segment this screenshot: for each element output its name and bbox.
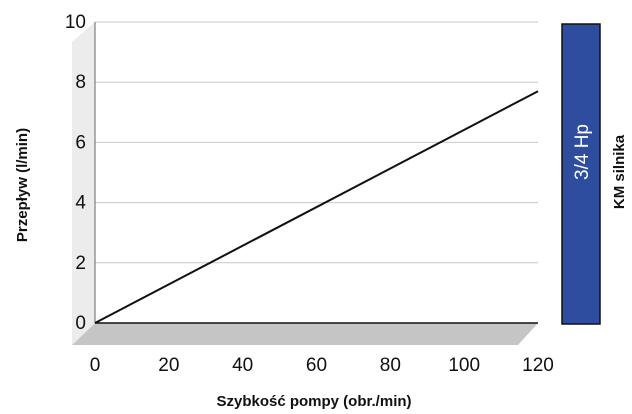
x-tick-label-80: 80: [380, 355, 401, 376]
motor-power-box: [561, 23, 601, 325]
grid-lines: [95, 21, 538, 264]
x-tick-label-20: 20: [158, 355, 179, 376]
y-tick-label-8: 8: [75, 72, 86, 93]
x-tick-label-0: 0: [90, 355, 101, 376]
x-tick-labels: 0 20 40 60 80 100 120: [90, 355, 554, 376]
series-layer: [94, 90, 539, 324]
x-tick-label-120: 120: [522, 355, 554, 376]
x-tick-label-100: 100: [448, 355, 480, 376]
motor-power-title: KM silnika: [611, 134, 628, 209]
x-tick-label-60: 60: [306, 355, 327, 376]
y-tick-label-6: 6: [75, 132, 86, 153]
x-axis-title: Szybkość pompy (obr./min): [216, 393, 411, 410]
y-tick-label-0: 0: [75, 313, 86, 334]
motor-power-label: 3/4 Hp: [572, 124, 593, 180]
y-tick-label-2: 2: [75, 253, 86, 274]
y-tick-labels: 0 2 4 6 8 10: [65, 12, 87, 334]
series-line-0: [94, 90, 539, 324]
y-axis-title: Przepływ (l/min): [14, 128, 31, 242]
y-tick-label-10: 10: [65, 12, 86, 33]
chart-left-wall: [72, 22, 95, 345]
x-tick-label-40: 40: [232, 355, 253, 376]
plot-area: [95, 22, 538, 323]
chart-floor: [72, 323, 538, 345]
y-tick-label-4: 4: [75, 193, 86, 214]
